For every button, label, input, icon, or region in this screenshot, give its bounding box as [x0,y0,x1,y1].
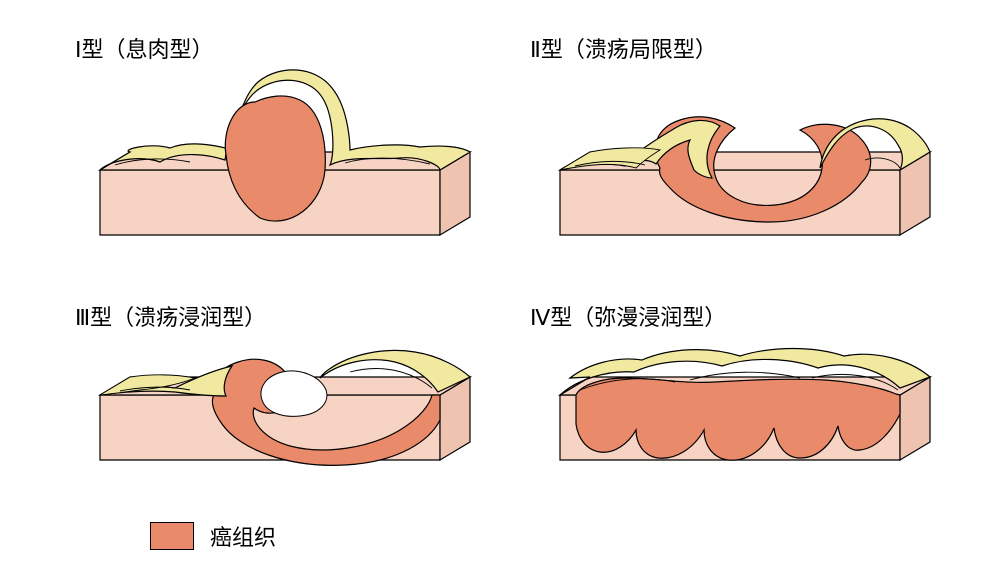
diagram-canvas: Ⅰ型（息肉型） Ⅱ型（溃疡局限型） Ⅲ型（溃疡浸润型） Ⅳ型（弥漫浸润型） 癌组… [0,0,1005,576]
legend-text: 癌组织 [210,520,276,552]
panel-type3 [100,350,470,465]
legend-swatch [150,522,194,550]
diagram-svg [0,0,1005,576]
label-type1: Ⅰ型（息肉型） [75,32,214,64]
label-type4: Ⅳ型（弥漫浸润型） [530,300,726,332]
label-type2: Ⅱ型（溃疡局限型） [530,32,717,64]
panel-type4 [560,349,930,461]
panel-type1 [100,70,470,235]
panel-type2 [560,117,930,235]
label-type3: Ⅲ型（溃疡浸润型） [75,300,266,332]
